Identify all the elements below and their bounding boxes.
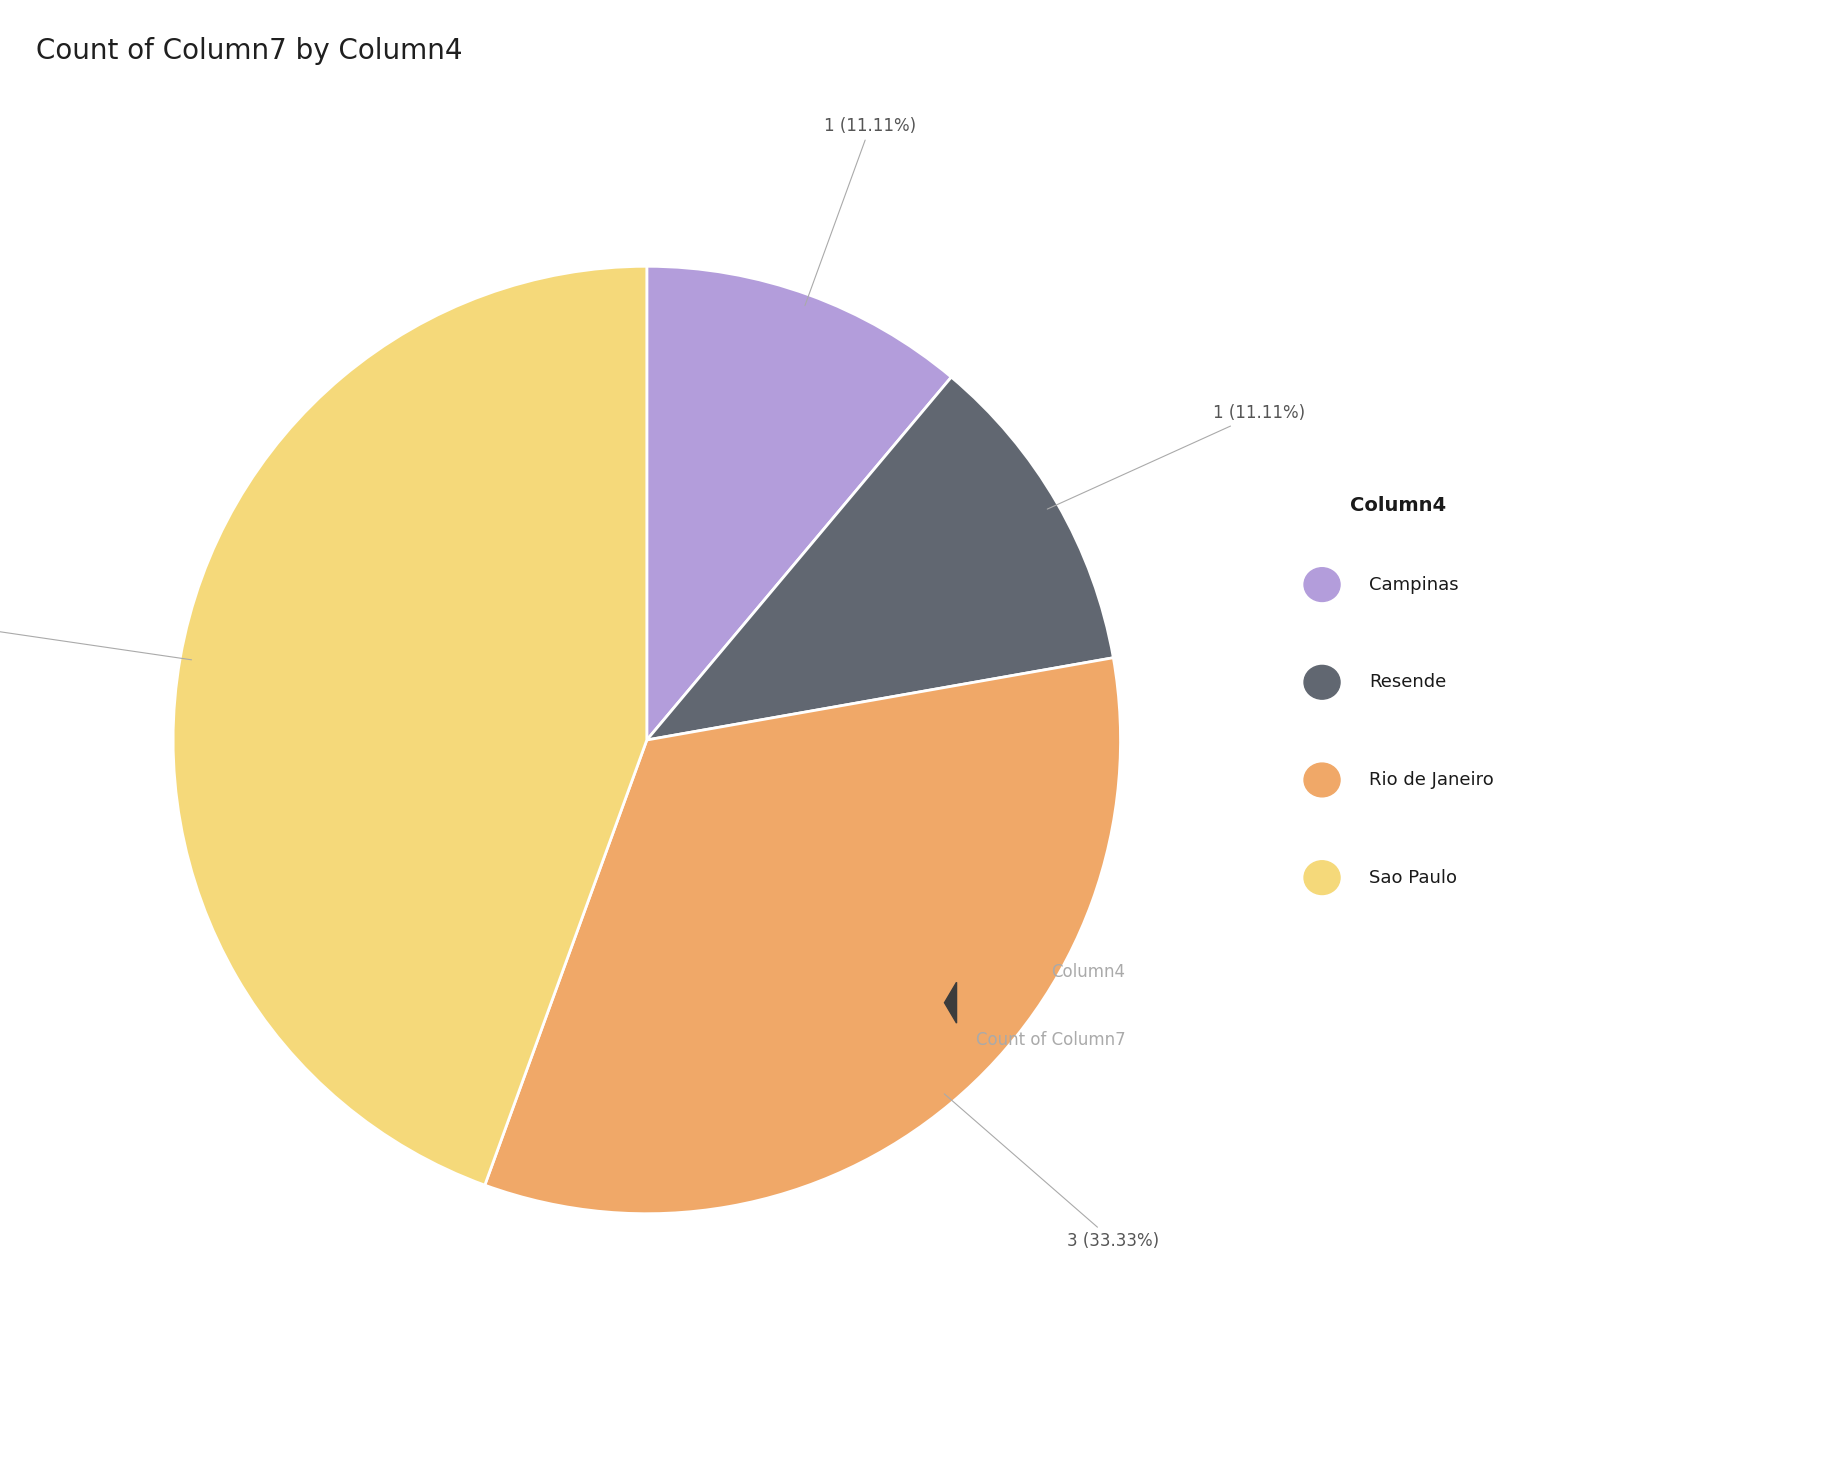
Text: Sao Paulo: Sao Paulo <box>1370 869 1458 887</box>
Text: Rio de Janeiro: Rio de Janeiro <box>1370 771 1494 789</box>
Text: Campinas: Campinas <box>1370 576 1459 593</box>
Wedge shape <box>647 266 951 740</box>
Circle shape <box>1305 764 1339 796</box>
Text: 3 (33.33%): 3 (33.33%) <box>1141 1032 1243 1049</box>
Text: 1 (11.11%): 1 (11.11%) <box>805 117 916 305</box>
Text: Count of Column7: Count of Column7 <box>977 1032 1126 1049</box>
Text: Column4: Column4 <box>1350 496 1447 515</box>
Text: Count of Column7 by Column4: Count of Column7 by Column4 <box>36 37 463 65</box>
Text: Resende: Resende <box>1370 673 1447 691</box>
Text: Rio de Janeiro: Rio de Janeiro <box>1141 963 1270 981</box>
Wedge shape <box>647 377 1113 740</box>
Text: 4 (44.44%): 4 (44.44%) <box>0 611 191 660</box>
Wedge shape <box>173 266 647 1185</box>
Circle shape <box>1305 861 1339 894</box>
Wedge shape <box>485 657 1121 1214</box>
Text: 1 (11.11%): 1 (11.11%) <box>1048 404 1305 509</box>
Text: Column4: Column4 <box>1051 963 1126 981</box>
Polygon shape <box>944 983 957 1023</box>
Text: 3 (33.33%): 3 (33.33%) <box>944 1094 1159 1249</box>
Circle shape <box>1305 568 1339 601</box>
Circle shape <box>1305 666 1339 699</box>
